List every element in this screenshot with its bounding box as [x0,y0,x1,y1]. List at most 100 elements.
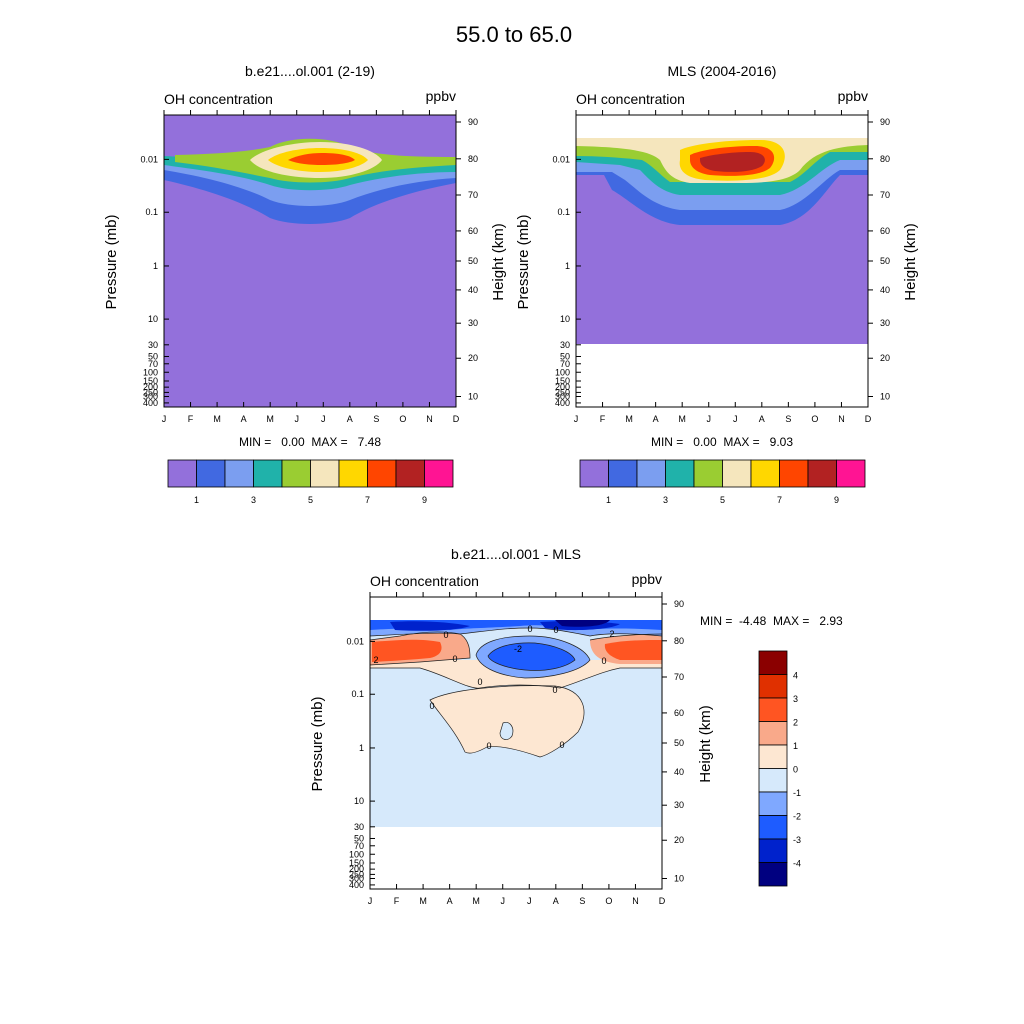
contour-label: 2 [609,629,614,639]
x-tick-label: O [811,414,818,424]
contour-label: 0 [552,685,557,695]
panel-diff-colorbar: 4 3 2 1 0 -1 -2 -3 -4 [758,650,801,887]
y-tick-label: 100 [349,849,364,859]
y2-tick-label: 10 [674,873,684,883]
y-tick-label: 70 [148,359,158,369]
panel-obs-units: ppbv [838,88,868,104]
contour-label: 2 [373,655,378,665]
y2-tick-label: 90 [880,117,890,127]
y2-tick-label: 20 [674,835,684,845]
colorbar-swatch [636,459,666,488]
colorbar-label: -2 [793,812,801,822]
contour-label: 0 [553,625,558,635]
colorbar-label: 5 [308,495,313,505]
contour-level-0-to-1-blob [430,685,585,757]
x-tick-label: O [605,896,612,906]
y2-tick-label: 60 [880,226,890,236]
x-tick-label: M [472,896,480,906]
y2-tick-label: 10 [468,391,478,401]
panel-obs-y2label: Height (km) [902,223,919,301]
contour-line-zero [370,667,662,689]
y2-tick-label: 40 [880,285,890,295]
x-tick-label: J [368,896,373,906]
y-tick-label: 70 [354,841,364,851]
panel-obs-plot [575,114,869,408]
panel-diff: b.e21....ol.001 - MLS OH concentration p… [309,546,843,906]
x-tick-label: S [373,414,379,424]
contour-line-neg1 [475,635,591,679]
panel-diff-height-ticks: 90 80 70 60 50 40 30 20 10 [662,599,684,883]
y2-tick-label: 20 [468,353,478,363]
y-tick-label: 10 [560,314,570,324]
y-tick-label: 30 [148,340,158,350]
colorbar-label: 1 [194,495,199,505]
colorbar-swatch [758,697,788,722]
panel-model: b.e21....ol.001 (2-19) OH concentration … [103,63,507,505]
contour-level-7 [288,153,355,165]
y-tick-label: 1 [359,743,364,753]
panel-model-minmax: MIN = 0.00 MAX = 7.48 [239,435,381,449]
x-tick-label: A [347,414,353,424]
contour-label: 0 [452,654,457,664]
y2-tick-label: 30 [880,318,890,328]
y2-tick-label: 50 [468,256,478,266]
y-tick-label: 30 [560,340,570,350]
y2-tick-label: 70 [880,190,890,200]
panel-diff-ylabel: Pressure (mb) [309,696,326,791]
x-tick-label: S [579,896,585,906]
colorbar-label: 3 [793,694,798,704]
y2-tick-label: 50 [880,256,890,266]
colorbar-swatch [424,459,454,488]
y-tick-label: 1 [565,261,570,271]
y-tick-label: 400 [349,880,364,890]
colorbar-swatch [224,459,254,488]
panel-model-plot [163,114,457,408]
colorbar-swatch [665,459,695,488]
y-tick-label: 300 [555,391,570,401]
colorbar-label: 2 [793,718,798,728]
colorbar-swatch [758,721,788,746]
colorbar-swatch [836,459,866,488]
panel-model-units: ppbv [426,88,456,104]
x-tick-label: J [527,896,532,906]
contour-label: 0 [443,630,448,640]
colorbar-label: -4 [793,859,801,869]
y-tick-label: 50 [560,351,570,361]
colorbar-swatch [758,791,788,816]
colorbar-label: -1 [793,788,801,798]
y-tick-label: 0.1 [145,207,158,217]
panel-model-colorbar: 1 3 5 7 9 [167,459,454,505]
x-tick-label: J [294,414,299,424]
panel-model-y2label: Height (km) [490,223,507,301]
colorbar-swatch [758,674,788,699]
y-tick-label: 0.01 [140,154,158,164]
y-tick-label: 70 [560,359,570,369]
panel-obs-title: MLS (2004-2016) [668,63,777,79]
colorbar-label: 3 [663,495,668,505]
panel-model-height-ticks: 90 80 70 60 50 40 30 20 10 [456,117,478,401]
contour-label: 0 [601,656,606,666]
colorbar-swatch [750,459,780,488]
x-tick-label: F [394,896,400,906]
y-tick-label: 10 [148,314,158,324]
colorbar-swatch [608,459,638,488]
y-tick-label: 300 [143,391,158,401]
x-tick-label: M [213,414,221,424]
panel-obs-minmax: MIN = 0.00 MAX = 9.03 [651,435,793,449]
colorbar-swatch [395,459,425,488]
x-tick-label: D [659,896,666,906]
x-tick-label: A [759,414,765,424]
contour-line-neg2 [487,642,576,671]
colorbar-swatch [758,650,788,675]
y2-tick-label: 80 [674,636,684,646]
x-tick-label: J [706,414,711,424]
colorbar-swatch [196,459,226,488]
y-tick-label: 250 [555,387,570,397]
x-tick-label: A [241,414,247,424]
colorbar-swatch [693,459,723,488]
panel-model-left-label: OH concentration [164,91,273,107]
y-tick-label: 250 [349,869,364,879]
colorbar-label: -3 [793,835,801,845]
